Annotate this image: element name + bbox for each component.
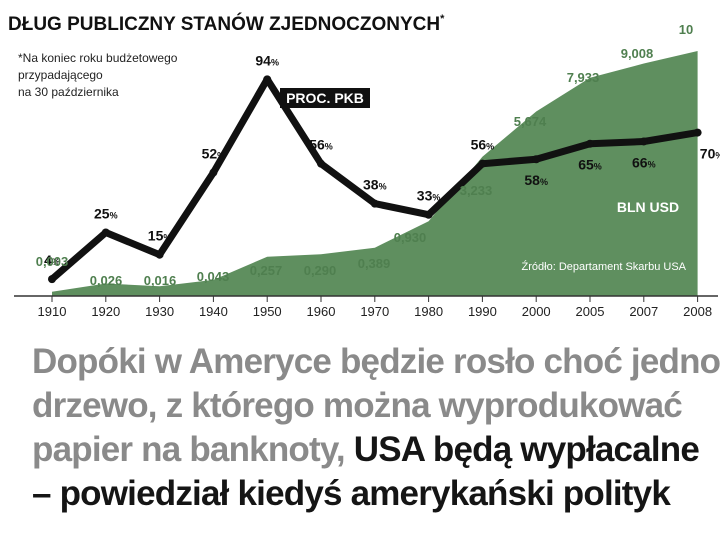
pct-unit: % [594,162,602,172]
pct-gdp-point [263,75,272,84]
x-tick-label: 1960 [307,304,336,319]
pct-gdp-label: 33% [417,188,441,204]
bln-usd-label: 0,389 [358,256,391,271]
x-tick-label: 2008 [683,304,712,319]
pct-unit: % [217,151,225,161]
quote-dark-part: USA będą wypłacalne – powiedział kiedyś … [32,430,700,513]
pct-unit: % [432,193,440,203]
chart-title: DŁUG PUBLICZNY STANÓW ZJEDNOCZONYCH* [8,13,445,35]
chart-title-marker: * [440,13,445,25]
pct-gdp-point [639,137,648,146]
x-tick-label: 1970 [360,304,389,319]
pct-unit: % [540,177,548,187]
bln-usd-label: 0,026 [90,273,123,288]
bln-usd-label: 9,008 [621,46,654,61]
pct-gdp-label: 56% [471,137,495,153]
bln-usd-label: 0,930 [394,230,427,245]
pct-gdp-label: 25% [94,206,118,222]
pct-unit: % [486,142,494,152]
series-label-text: PROC. PKB [286,90,364,106]
x-tick-label: 1990 [468,304,497,319]
bln-usd-label: 0,257 [250,263,283,278]
pct-unit: % [648,159,656,169]
pct-gdp-label: 15% [148,228,172,244]
pct-gdp-point [370,199,379,208]
area-layer [52,51,698,296]
pct-unit: % [379,182,387,192]
bln-usd-label: 0,290 [304,263,337,278]
pct-unit: % [271,57,279,67]
pct-gdp-point [424,210,433,219]
chart-title-text: DŁUG PUBLICZNY STANÓW ZJEDNOCZONYCH [8,13,440,35]
bln-usd-label: 3,233 [460,183,493,198]
pct-gdp-point [209,168,218,177]
source-note: Źródło: Departament Skarbu USA [522,260,687,273]
pct-unit: % [325,142,333,152]
pct-gdp-label: 38% [363,177,387,193]
line-layer [48,75,702,284]
x-tick-label: 2000 [522,304,551,319]
debt-chart: DŁUG PUBLICZNY STANÓW ZJEDNOCZONYCH* *Na… [8,13,720,319]
pct-gdp-point [586,139,594,148]
quote-gray-part: Dopóki w Ameryce będzie rosło choć jedno… [32,342,720,469]
footnote-line: *Na koniec roku budżetowego [18,51,178,65]
pct-gdp-label: 70% [700,146,720,162]
pct-gdp-point [155,250,164,259]
bln-usd-label: 0,043 [197,269,230,284]
series-label-pct-gdp: PROC. PKB [280,88,370,108]
bln-usd-label: 5,674 [514,114,547,129]
pct-gdp-point [317,159,325,168]
footnote-line: na 30 października [18,85,119,99]
pct-gdp-label: 94% [255,52,279,68]
quote: Dopóki w Ameryce będzie rosło choć jedno… [32,340,720,516]
footnote: *Na koniec roku budżetowego przypadająceg… [18,51,178,99]
pct-gdp-point [48,275,56,284]
pct-gdp-point [478,159,487,168]
bln-usd-label: 0,003 [36,254,69,269]
x-tick-label: 2005 [576,304,605,319]
pct-unit: % [110,211,118,221]
bln-usd-label: 7,933 [567,70,600,85]
pct-unit: % [52,257,60,267]
pct-gdp-point [101,228,110,237]
x-axis: 1910 1920 1930 1940 1950 1960 1970 1980 1990 2000… [14,295,718,319]
series-label-bln-usd: BLN USD [617,199,679,215]
footnote-line: przypadającego [18,68,103,82]
x-tick-label: 1910 [38,304,67,319]
x-tick-label: 2007 [629,304,658,319]
pct-gdp-label: 52% [202,146,226,162]
series-label-box [280,88,370,108]
pct-gdp-point [532,155,541,164]
bln-usd-label: 0,016 [144,273,177,288]
x-tick-label: 1950 [253,304,282,319]
pct-gdp-point [693,128,702,137]
pct-unit: % [163,233,171,243]
debt-bln-area [52,51,698,296]
x-tick-label: 1940 [199,304,228,319]
x-tick-label: 1980 [414,304,443,319]
x-tick-label: 1920 [91,304,120,319]
pct-unit: % [715,151,720,161]
x-tick-label: 1930 [145,304,174,319]
pct-gdp-label: 56% [309,137,333,153]
bln-usd-label: 10 [679,22,693,37]
